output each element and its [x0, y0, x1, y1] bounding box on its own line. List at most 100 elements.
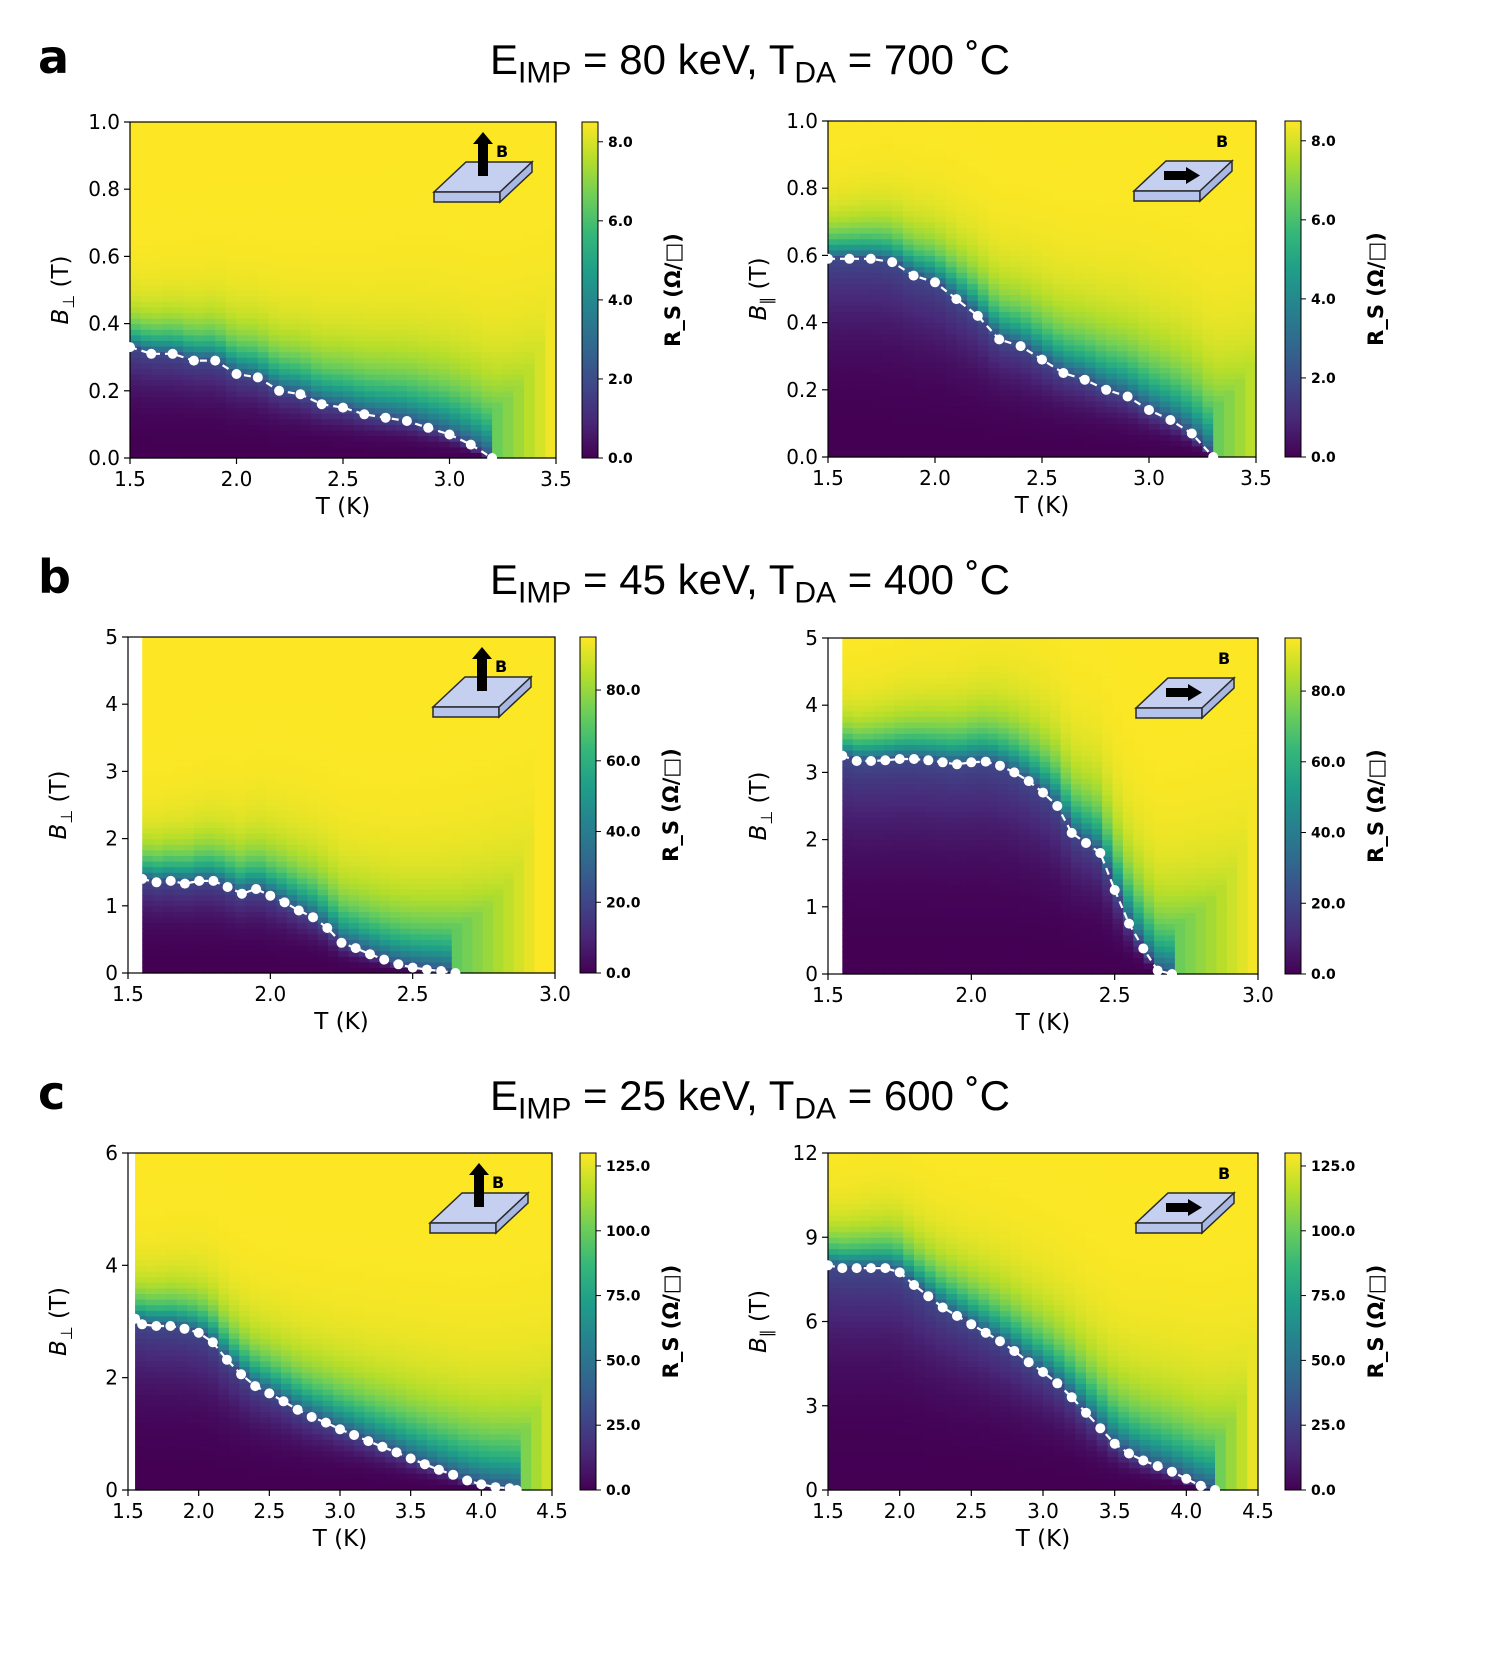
heatmap-cell — [193, 318, 206, 325]
heatmap-cell — [1063, 261, 1075, 268]
heatmap-cell — [1245, 311, 1257, 318]
panel-title-a: EIMP = 80 keV, TDA = 700 ˚C — [0, 36, 1500, 90]
heatmap-cell — [1106, 121, 1118, 128]
heatmap-cell — [977, 261, 990, 268]
heatmap-cell — [967, 429, 979, 436]
heatmap-cell — [374, 385, 387, 392]
heatmap-cell — [385, 127, 397, 134]
heatmap-cell — [1084, 227, 1097, 234]
heatmap-cell — [142, 777, 154, 784]
heatmap-cell — [1234, 328, 1246, 335]
heatmap-cell — [225, 250, 238, 257]
heatmap-cell — [279, 194, 291, 201]
heatmap-cell — [247, 189, 259, 196]
y-label-unit: (T) — [48, 255, 74, 294]
heatmap-cell — [1127, 210, 1139, 217]
heatmap-cell — [1106, 367, 1118, 374]
heatmap-cell — [225, 228, 238, 235]
heatmap-cell — [1170, 305, 1182, 312]
heatmap-cell — [428, 424, 440, 431]
heatmap-cell — [860, 154, 872, 161]
heatmap-cell — [1042, 266, 1054, 273]
heatmap-cell — [1074, 221, 1086, 228]
heatmap-cell — [999, 221, 1011, 228]
heatmap-cell — [151, 166, 163, 173]
heatmap-cell — [502, 424, 514, 431]
heatmap-cell — [1181, 339, 1193, 346]
heatmap-cell — [870, 244, 883, 251]
heatmap-cell — [300, 161, 312, 168]
heatmap-cell — [374, 155, 387, 162]
heatmap-cell — [396, 284, 408, 291]
heatmap-cell — [1138, 440, 1150, 447]
heatmap-cell — [881, 233, 893, 240]
heatmap-cell — [1020, 266, 1032, 273]
heatmap-cell — [353, 357, 365, 364]
heatmap-cell — [225, 390, 238, 397]
heatmap-cell — [513, 217, 525, 224]
heatmap-cell — [977, 367, 990, 374]
heatmap-cell — [892, 378, 904, 385]
heatmap-cell — [988, 445, 1000, 452]
heatmap-cell — [924, 121, 936, 128]
heatmap-cell — [300, 262, 312, 269]
heatmap-cell — [988, 356, 1000, 363]
heatmap-cell — [1191, 401, 1204, 408]
heatmap-cell — [481, 396, 493, 403]
heatmap-cell — [151, 374, 163, 381]
heatmap-cell — [374, 407, 387, 414]
heatmap-cell — [428, 250, 440, 257]
heatmap-cell — [1031, 277, 1043, 284]
critical-field-point — [487, 453, 498, 463]
heatmap-cell — [236, 323, 248, 330]
heatmap-cell — [1052, 210, 1064, 217]
heatmap-cell — [1106, 339, 1118, 346]
heatmap-cell — [860, 406, 872, 413]
title-t-sub: DA — [794, 1092, 837, 1126]
heatmap-cell — [353, 161, 365, 168]
heatmap-cell — [332, 441, 344, 448]
heatmap-cell — [1127, 305, 1139, 312]
heatmap-cell — [183, 278, 195, 285]
heatmap-cell — [1234, 165, 1246, 172]
heatmap-cell — [1127, 238, 1139, 245]
heatmap-cell — [1042, 429, 1054, 436]
heatmap-cell — [321, 155, 333, 162]
heatmap-cell — [849, 143, 861, 150]
heatmap-cell — [967, 160, 979, 167]
heatmap-cell — [999, 188, 1011, 195]
heatmap-cell — [1159, 367, 1171, 374]
heatmap-cell — [268, 295, 280, 302]
heatmap-cell — [1202, 121, 1214, 128]
heatmap-cell — [1138, 126, 1150, 133]
heatmap-cell — [311, 200, 323, 207]
heatmap-cell — [1063, 361, 1075, 368]
heatmap-cell — [236, 318, 248, 325]
heatmap-cell — [1245, 205, 1257, 212]
heatmap-cell — [183, 329, 195, 336]
heatmap-cell — [502, 407, 514, 414]
heatmap-cell — [1116, 406, 1129, 413]
heatmap-cell — [956, 199, 968, 206]
heatmap-cell — [502, 362, 514, 369]
heatmap-cell — [257, 396, 270, 403]
heatmap-cell — [1042, 154, 1054, 161]
heatmap-cell — [1074, 406, 1086, 413]
heatmap-cell — [545, 368, 557, 375]
heatmap-cell — [1127, 121, 1139, 128]
heatmap-cell — [956, 277, 968, 284]
critical-field-point — [210, 355, 221, 366]
heatmap-cell — [385, 385, 397, 392]
heatmap-cell — [1138, 373, 1150, 380]
heatmap-cell — [524, 374, 536, 381]
heatmap-cell — [502, 435, 514, 442]
heatmap-cell — [172, 374, 184, 381]
heatmap-cell — [1170, 378, 1182, 385]
heatmap-cell — [449, 374, 461, 381]
heatmap-cell — [364, 178, 376, 185]
heatmap-cell — [364, 374, 376, 381]
heatmap-cell — [1234, 154, 1246, 161]
heatmap-cell — [279, 267, 291, 274]
heatmap-cell — [438, 323, 451, 330]
heatmap-cell — [1074, 339, 1086, 346]
